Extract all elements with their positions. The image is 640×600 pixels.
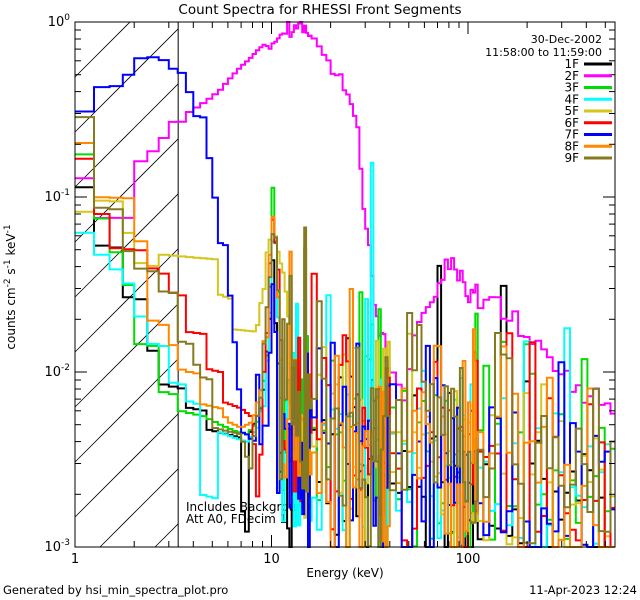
x-axis-label: Energy (keV) bbox=[306, 566, 384, 580]
legend-label-8F: 8F bbox=[564, 139, 579, 153]
y-tick-label: 100 bbox=[48, 13, 71, 30]
hatch-line bbox=[74, 193, 179, 298]
hatch-line bbox=[74, 358, 179, 463]
legend-label-4F: 4F bbox=[564, 92, 579, 106]
y-axis-label: counts cm-2 s-1 keV-1 bbox=[3, 224, 18, 349]
hatch-region bbox=[74, 21, 179, 548]
spectra-curves bbox=[75, 21, 615, 548]
annotation-attenuator: Att A0, FDecim 1 bbox=[186, 512, 287, 526]
legend-label-6F: 6F bbox=[564, 116, 579, 130]
chart-title: Count Spectra for RHESSI Front Segments bbox=[178, 2, 462, 18]
legend-label-1F: 1F bbox=[564, 57, 579, 71]
y-tick-label: 10-1 bbox=[44, 188, 70, 205]
hatch-line bbox=[74, 413, 179, 518]
observation-time-range: 11:58:00 to 11:59:00 bbox=[485, 46, 602, 59]
series-curve-9F bbox=[75, 116, 615, 548]
y-tick-label: 10-2 bbox=[44, 363, 70, 380]
tick-labels: 1 10 100 100 10-1 10-2 10-3 bbox=[44, 13, 480, 567]
legend-label-3F: 3F bbox=[564, 81, 579, 95]
hatch-line bbox=[74, 28, 179, 133]
legend-label-5F: 5F bbox=[564, 104, 579, 118]
series-curve-6F bbox=[75, 157, 615, 548]
legend-label-9F: 9F bbox=[564, 151, 579, 165]
plot-border bbox=[74, 21, 616, 548]
hatch-line bbox=[74, 303, 179, 408]
series-curve-2F bbox=[75, 21, 615, 415]
hatch-line bbox=[74, 21, 131, 78]
series-curve-1F bbox=[75, 186, 615, 548]
footer-datetime: 11-Apr-2023 12:24 bbox=[529, 583, 637, 597]
observation-date: 30-Dec-2002 bbox=[530, 33, 602, 46]
hatch-line bbox=[99, 468, 179, 548]
hatch-line bbox=[74, 83, 179, 188]
hatch-line bbox=[154, 523, 179, 548]
axes bbox=[74, 21, 616, 548]
x-tick-label: 1 bbox=[71, 552, 79, 567]
x-tick-label: 100 bbox=[456, 552, 481, 567]
hatch-line bbox=[74, 248, 179, 353]
y-tick-label: 10-3 bbox=[44, 538, 70, 555]
hatch-line bbox=[74, 138, 179, 243]
legend-label-2F: 2F bbox=[564, 69, 579, 83]
legend-label-7F: 7F bbox=[564, 128, 579, 142]
footer-generator: Generated by hsi_min_spectra_plot.pro bbox=[3, 583, 229, 597]
x-tick-label: 10 bbox=[263, 552, 280, 567]
